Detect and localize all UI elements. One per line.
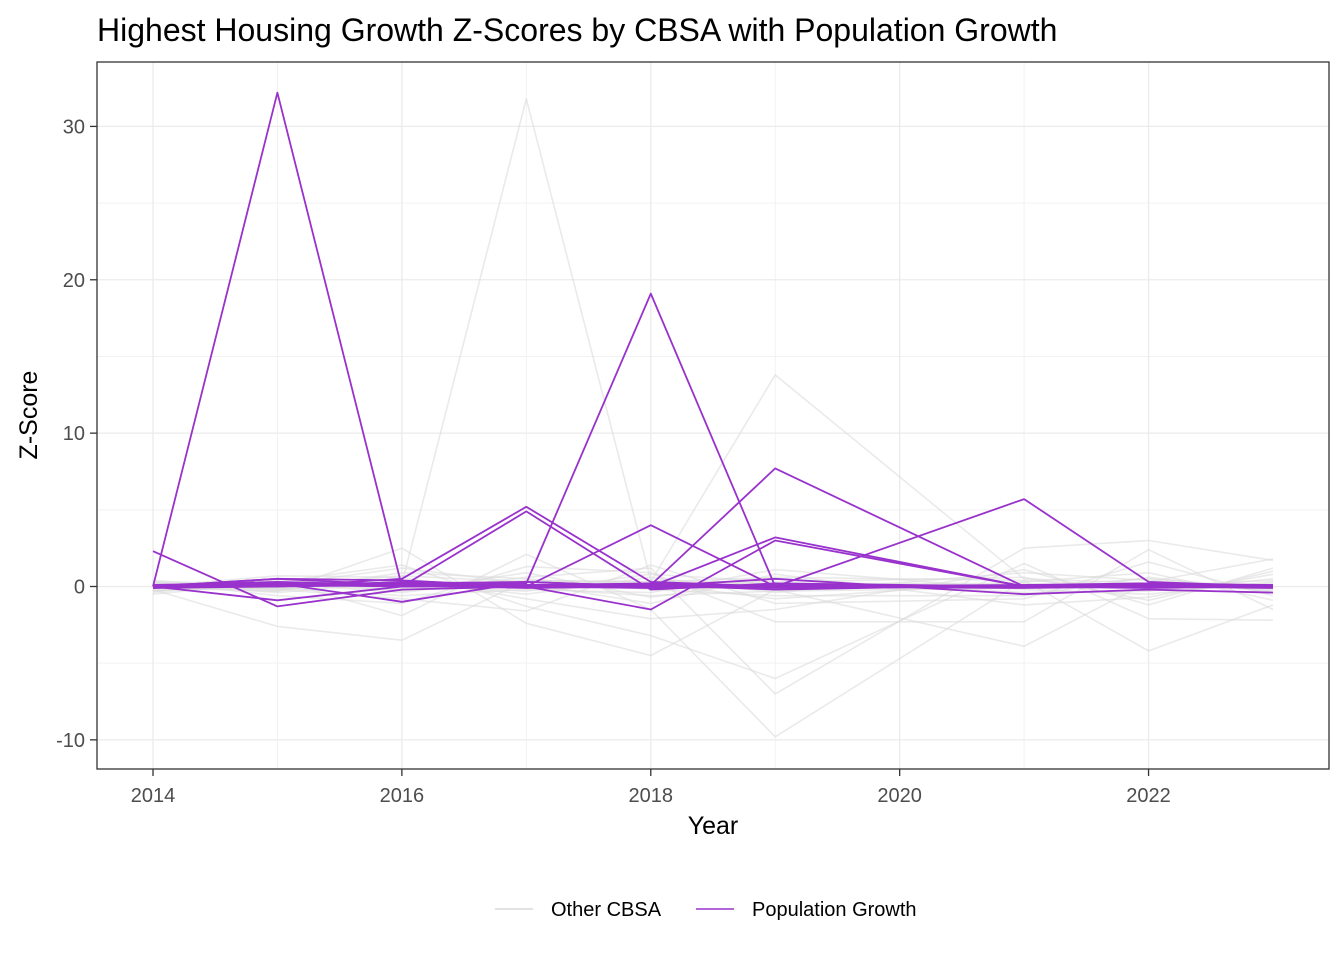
- y-tick-label: 0: [74, 576, 85, 598]
- y-tick-label: 30: [63, 116, 85, 138]
- x-tick-label: 2014: [131, 785, 176, 807]
- chart-title: Highest Housing Growth Z-Scores by CBSA …: [97, 12, 1057, 48]
- x-tick-label: 2022: [1126, 785, 1171, 807]
- population-growth-line: [152, 582, 1274, 589]
- population-growth-series: [152, 91, 1274, 611]
- x-tick-label: 2018: [629, 785, 674, 807]
- legend-label-other-cbsa: Other CBSA: [551, 899, 662, 921]
- legend-label-population-growth: Population Growth: [752, 899, 917, 921]
- minor-gridlines: [97, 62, 1329, 769]
- y-tick-label: -10: [56, 730, 85, 752]
- other-cbsa-line: [152, 561, 1274, 612]
- x-tick-label: 2016: [380, 785, 425, 807]
- plot-border: [96, 61, 1330, 770]
- x-tick-label: 2020: [877, 785, 922, 807]
- y-tick-label: 20: [63, 270, 85, 292]
- y-axis-title: Z-Score: [15, 371, 43, 460]
- y-axis-ticks: -10 0 10 20 30: [56, 116, 97, 752]
- x-axis-ticks: 2014 2016 2018 2020 2022: [131, 769, 1171, 807]
- y-tick-label: 10: [63, 423, 85, 445]
- population-growth-line: [153, 584, 1274, 589]
- plot-panel: [96, 61, 1330, 770]
- x-axis-title: Year: [688, 812, 739, 840]
- legend: Other CBSA Population Growth: [495, 899, 917, 921]
- plot-background: [97, 62, 1329, 769]
